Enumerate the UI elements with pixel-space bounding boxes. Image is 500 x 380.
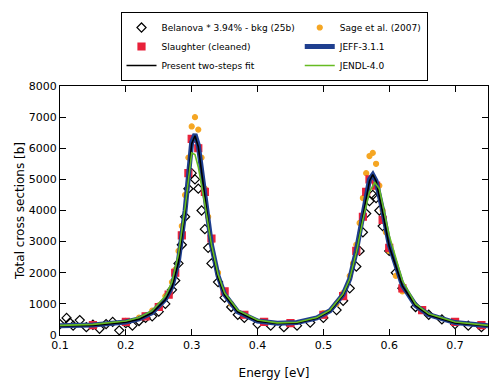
svg-text:0.2: 0.2: [117, 339, 135, 352]
svg-text:0.5: 0.5: [315, 339, 333, 352]
svg-text:0.7: 0.7: [446, 339, 464, 352]
svg-text:4000: 4000: [29, 204, 57, 217]
svg-text:0.6: 0.6: [380, 339, 398, 352]
svg-text:6000: 6000: [29, 142, 57, 155]
svg-text:Slaughter (cleaned): Slaughter (cleaned): [162, 42, 251, 52]
svg-text:JEFF-3.1.1: JEFF-3.1.1: [339, 42, 385, 52]
svg-text:5000: 5000: [29, 173, 57, 186]
svg-text:8000: 8000: [29, 80, 57, 93]
svg-text:1000: 1000: [29, 298, 57, 311]
svg-text:Sage et al. (2007): Sage et al. (2007): [340, 23, 421, 33]
svg-text:2000: 2000: [29, 267, 57, 280]
svg-text:Energy [eV]: Energy [eV]: [239, 366, 310, 380]
svg-text:7000: 7000: [29, 111, 57, 124]
svg-text:JENDL-4.0: JENDL-4.0: [339, 61, 385, 71]
svg-text:0.4: 0.4: [249, 339, 267, 352]
svg-text:Present two-steps fit: Present two-steps fit: [162, 61, 255, 71]
svg-text:Total cross sections [b]: Total cross sections [b]: [13, 142, 27, 280]
svg-text:0.1: 0.1: [51, 339, 69, 352]
svg-text:3000: 3000: [29, 235, 57, 248]
svg-text:Belanova * 3.94% - bkg (25b): Belanova * 3.94% - bkg (25b): [162, 23, 295, 33]
svg-text:0: 0: [50, 329, 57, 342]
svg-text:0.3: 0.3: [183, 339, 201, 352]
